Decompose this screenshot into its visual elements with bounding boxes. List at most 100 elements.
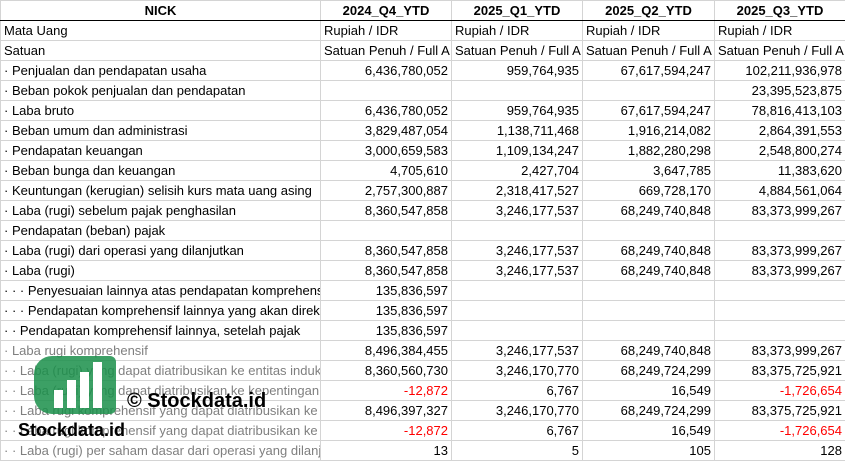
cell-value[interactable]: 3,246,177,537 [451, 240, 583, 261]
cell-value[interactable] [451, 220, 583, 241]
row-label[interactable]: · Beban pokok penjualan dan pendapatan [0, 80, 321, 101]
cell-value[interactable] [714, 280, 845, 301]
row-label[interactable]: Satuan [0, 40, 321, 61]
cell-value[interactable]: -1,726,654 [714, 420, 845, 441]
cell-value[interactable]: 3,647,785 [582, 160, 715, 181]
cell-value[interactable]: -12,872 [320, 420, 452, 441]
cell-value[interactable]: 3,246,177,537 [451, 260, 583, 281]
cell-value[interactable] [451, 280, 583, 301]
header-2025-q1[interactable]: 2025_Q1_YTD [451, 0, 583, 21]
cell-value[interactable]: 6,767 [451, 380, 583, 401]
cell-value[interactable] [451, 320, 583, 341]
row-label[interactable]: · · · Penyesuaian lainnya atas pendapata… [0, 280, 321, 301]
cell-value[interactable]: -1,726,654 [714, 380, 845, 401]
cell-value[interactable]: 83,373,999,267 [714, 260, 845, 281]
row-label[interactable]: · Laba (rugi) sebelum pajak penghasilan [0, 200, 321, 221]
cell-value[interactable] [582, 220, 715, 241]
cell-value[interactable] [320, 80, 452, 101]
cell-value[interactable]: 1,916,214,082 [582, 120, 715, 141]
cell-value[interactable]: Rupiah / IDR [582, 20, 715, 41]
cell-value[interactable]: 83,375,725,921 [714, 400, 845, 421]
row-label[interactable]: · Keuntungan (kerugian) selisih kurs mat… [0, 180, 321, 201]
cell-value[interactable]: 68,249,740,848 [582, 260, 715, 281]
cell-value[interactable] [451, 80, 583, 101]
cell-value[interactable]: 16,549 [582, 420, 715, 441]
cell-value[interactable]: 13 [320, 440, 452, 461]
cell-value[interactable]: 1,138,711,468 [451, 120, 583, 141]
row-label[interactable]: · · Pendapatan komprehensif lainnya, set… [0, 320, 321, 341]
cell-value[interactable]: 68,249,724,299 [582, 400, 715, 421]
cell-value[interactable]: 959,764,935 [451, 60, 583, 81]
cell-value[interactable]: 3,246,177,537 [451, 200, 583, 221]
cell-value[interactable] [582, 80, 715, 101]
cell-value[interactable]: 83,375,725,921 [714, 360, 845, 381]
row-label[interactable]: · · · Pendapatan komprehensif lainnya ya… [0, 300, 321, 321]
row-label[interactable]: · Laba bruto [0, 100, 321, 121]
row-label[interactable]: · · Laba rugi komprehensif yang dapat di… [0, 420, 321, 441]
cell-value[interactable]: Rupiah / IDR [320, 20, 452, 41]
row-label[interactable]: · Penjualan dan pendapatan usaha [0, 60, 321, 81]
row-label[interactable]: · Beban umum dan administrasi [0, 120, 321, 141]
cell-value[interactable]: 2,427,704 [451, 160, 583, 181]
cell-value[interactable]: 6,436,780,052 [320, 60, 452, 81]
cell-value[interactable]: 669,728,170 [582, 180, 715, 201]
cell-value[interactable]: 8,360,560,730 [320, 360, 452, 381]
cell-value[interactable]: 3,000,659,583 [320, 140, 452, 161]
cell-value[interactable]: 2,548,800,274 [714, 140, 845, 161]
header-2024-q4[interactable]: 2024_Q4_YTD [320, 0, 452, 21]
cell-value[interactable]: 1,882,280,298 [582, 140, 715, 161]
cell-value[interactable]: 16,549 [582, 380, 715, 401]
cell-value[interactable]: 8,360,547,858 [320, 240, 452, 261]
cell-value[interactable]: 11,383,620 [714, 160, 845, 181]
cell-value[interactable]: 8,496,397,327 [320, 400, 452, 421]
cell-value[interactable]: 6,767 [451, 420, 583, 441]
cell-value[interactable] [320, 220, 452, 241]
cell-value[interactable]: Rupiah / IDR [714, 20, 845, 41]
cell-value[interactable]: 6,436,780,052 [320, 100, 452, 121]
cell-value[interactable]: 4,705,610 [320, 160, 452, 181]
row-label[interactable]: · Laba (rugi) dari operasi yang dilanjut… [0, 240, 321, 261]
cell-value[interactable]: 8,360,547,858 [320, 260, 452, 281]
row-label[interactable]: · Beban bunga dan keuangan [0, 160, 321, 181]
cell-value[interactable] [582, 280, 715, 301]
cell-value[interactable]: Satuan Penuh / Full A [451, 40, 583, 61]
cell-value[interactable]: 959,764,935 [451, 100, 583, 121]
header-2025-q3[interactable]: 2025_Q3_YTD [714, 0, 845, 21]
row-label[interactable]: · Laba (rugi) [0, 260, 321, 281]
cell-value[interactable]: 3,246,170,770 [451, 360, 583, 381]
cell-value[interactable]: 83,373,999,267 [714, 200, 845, 221]
row-label[interactable]: · · Laba (rugi) yang dapat diatribusikan… [0, 360, 321, 381]
header-2025-q2[interactable]: 2025_Q2_YTD [582, 0, 715, 21]
row-label[interactable]: · · Laba (rugi) yang dapat diatribusikan… [0, 380, 321, 401]
cell-value[interactable]: 23,395,523,875 [714, 80, 845, 101]
cell-value[interactable]: Satuan Penuh / Full A [582, 40, 715, 61]
cell-value[interactable]: 4,884,561,064 [714, 180, 845, 201]
cell-value[interactable]: 2,864,391,553 [714, 120, 845, 141]
cell-value[interactable] [714, 220, 845, 241]
cell-value[interactable] [714, 320, 845, 341]
cell-value[interactable]: 102,211,936,978 [714, 60, 845, 81]
cell-value[interactable]: 3,246,170,770 [451, 400, 583, 421]
cell-value[interactable]: 8,360,547,858 [320, 200, 452, 221]
cell-value[interactable]: 135,836,597 [320, 300, 452, 321]
cell-value[interactable]: 3,246,177,537 [451, 340, 583, 361]
cell-value[interactable]: 78,816,413,103 [714, 100, 845, 121]
cell-value[interactable]: 5 [451, 440, 583, 461]
cell-value[interactable]: 128 [714, 440, 845, 461]
cell-value[interactable] [582, 300, 715, 321]
row-label[interactable]: · Pendapatan (beban) pajak [0, 220, 321, 241]
cell-value[interactable]: -12,872 [320, 380, 452, 401]
cell-value[interactable]: 83,373,999,267 [714, 340, 845, 361]
row-label[interactable]: · Laba rugi komprehensif [0, 340, 321, 361]
cell-value[interactable]: 68,249,740,848 [582, 340, 715, 361]
cell-value[interactable]: 67,617,594,247 [582, 60, 715, 81]
row-label[interactable]: · Pendapatan keuangan [0, 140, 321, 161]
cell-value[interactable]: 83,373,999,267 [714, 240, 845, 261]
cell-value[interactable]: 68,249,740,848 [582, 240, 715, 261]
cell-value[interactable] [451, 300, 583, 321]
cell-value[interactable]: 135,836,597 [320, 320, 452, 341]
cell-value[interactable] [582, 320, 715, 341]
cell-value[interactable]: 135,836,597 [320, 280, 452, 301]
cell-value[interactable]: Rupiah / IDR [451, 20, 583, 41]
cell-value[interactable]: 3,829,487,054 [320, 120, 452, 141]
